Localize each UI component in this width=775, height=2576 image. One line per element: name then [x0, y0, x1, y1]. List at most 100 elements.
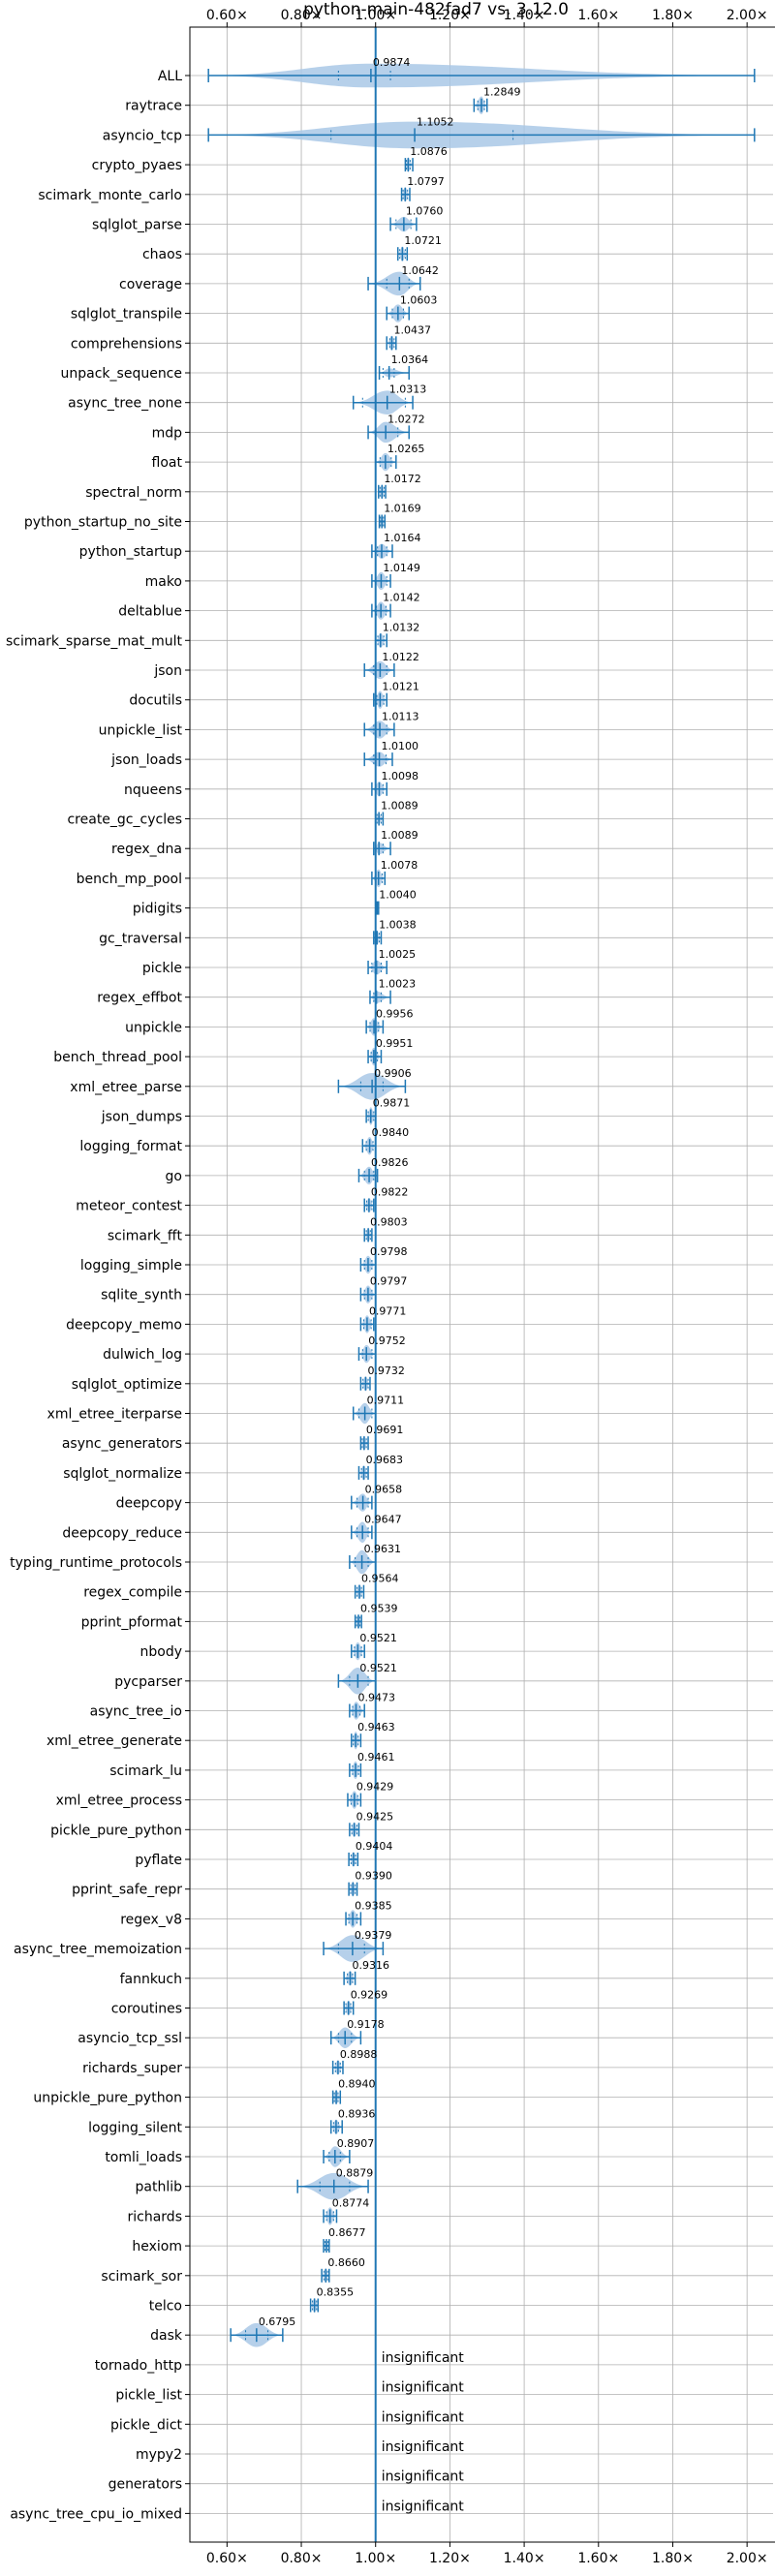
value-label: 0.9951: [376, 1037, 414, 1050]
value-label: 1.0089: [381, 800, 418, 813]
category-label: mako: [145, 574, 182, 590]
value-label: 0.9390: [355, 1870, 392, 1883]
category-label: dask: [150, 2328, 183, 2344]
labels-layer: 0.9874 1.2849 1.1052 1.0876 1.0797 1.0760 1.07…: [259, 56, 521, 2514]
value-label: 1.0313: [389, 383, 427, 396]
value-label: 0.9564: [361, 1573, 399, 1585]
value-label: 0.8879: [336, 2167, 374, 2180]
value-label: 0.9521: [359, 1662, 397, 1674]
value-label: 0.8774: [332, 2196, 370, 2209]
x-tick-label-bottom: 0.60×: [206, 2551, 248, 2566]
category-label: asyncio_tcp: [103, 128, 182, 143]
x-tick-label-top: 1.60×: [577, 8, 619, 23]
value-label: 0.6795: [259, 2315, 296, 2328]
value-label: 0.9404: [356, 1840, 393, 1853]
value-label: 0.8677: [328, 2226, 366, 2239]
category-label: python_startup: [79, 544, 182, 560]
category-label: fannkuch: [120, 1972, 182, 1987]
category-label: coroutines: [111, 2002, 182, 2017]
category-label: pickle_pure_python: [50, 1823, 182, 1838]
category-label: scimark_fft: [108, 1228, 183, 1243]
value-label: 1.0760: [406, 205, 444, 218]
value-label: 0.8660: [327, 2256, 365, 2269]
insignificant-label: insignificant: [382, 2380, 465, 2396]
category-label: pickle_dict: [110, 2417, 183, 2433]
category-label: nqueens: [124, 782, 182, 798]
insignificant-label: insignificant: [382, 2409, 465, 2425]
category-label: go: [166, 1169, 182, 1184]
value-label: 0.8907: [337, 2137, 375, 2150]
category-label: tornado_http: [95, 2358, 182, 2374]
category-label: pickle: [142, 961, 182, 976]
category-label: richards_super: [82, 2061, 182, 2076]
category-label: pycparser: [114, 1674, 182, 1690]
value-label: 0.9691: [366, 1424, 404, 1436]
category-label: xml_etree_process: [56, 1794, 182, 1809]
value-label: 1.0265: [388, 443, 425, 455]
x-tick-label-top: 1.40×: [504, 8, 545, 23]
value-label: 1.0437: [393, 323, 431, 336]
value-label: 1.0172: [384, 473, 421, 485]
value-label: 0.9425: [356, 1810, 394, 1823]
value-label: 0.9874: [373, 56, 411, 69]
value-label: 0.9683: [366, 1454, 404, 1466]
category-label: comprehensions: [71, 336, 182, 352]
x-tick-label-bottom: 2.00×: [727, 2551, 768, 2566]
value-label: 1.0142: [383, 592, 420, 604]
category-label: xml_etree_parse: [70, 1080, 182, 1095]
category-label: docutils: [129, 693, 182, 709]
value-label: 0.9379: [355, 1929, 392, 1942]
category-label: sqlite_synth: [101, 1288, 182, 1303]
category-label: pathlib: [136, 2180, 183, 2195]
value-label: 0.9539: [360, 1602, 398, 1614]
x-tick-label-bottom: 1.20×: [429, 2551, 471, 2566]
value-label: 0.9429: [356, 1781, 394, 1794]
value-label: 1.0149: [383, 562, 420, 574]
grid-layer: [190, 27, 773, 2542]
category-label: pprint_pformat: [81, 1614, 183, 1630]
category-label: mypy2: [136, 2447, 182, 2463]
value-label: 0.9473: [358, 1692, 396, 1704]
category-label: mdp: [152, 425, 183, 441]
category-label: scimark_monte_carlo: [38, 188, 182, 203]
value-label: 0.9906: [374, 1067, 412, 1080]
category-label: gc_traversal: [99, 931, 182, 946]
category-label: sqlglot_normalize: [63, 1466, 182, 1482]
category-label: regex_v8: [120, 1912, 182, 1927]
value-label: 1.0132: [383, 621, 420, 633]
category-label: regex_compile: [83, 1585, 182, 1601]
insignificant-label: insignificant: [382, 2499, 465, 2514]
category-label: spectral_norm: [85, 485, 182, 501]
category-label: tomli_loads: [105, 2150, 182, 2165]
category-label: sqlglot_transpile: [71, 307, 182, 322]
value-label: 0.9871: [373, 1097, 411, 1110]
value-label: 0.9658: [365, 1484, 403, 1496]
category-label: xml_etree_iterparse: [47, 1407, 182, 1423]
value-label: 0.9316: [352, 1959, 389, 1972]
category-label: deltablue: [118, 604, 182, 620]
value-label: 1.0113: [382, 710, 419, 722]
category-label: raytrace: [125, 99, 182, 114]
category-label: scimark_lu: [109, 1763, 182, 1779]
category-label: bench_mp_pool: [77, 872, 182, 887]
category-label: pidigits: [133, 902, 182, 917]
value-label: 0.9752: [368, 1334, 406, 1347]
value-label: 0.9822: [371, 1186, 409, 1199]
value-label: 1.0797: [407, 175, 445, 188]
category-label: deepcopy_reduce: [62, 1525, 182, 1541]
insignificant-label: insignificant: [382, 2439, 465, 2455]
category-label: python_startup_no_site: [24, 515, 182, 531]
category-label: logging_format: [79, 1139, 182, 1154]
value-label: 1.1052: [417, 115, 454, 128]
value-label: 0.9461: [357, 1751, 395, 1763]
x-tick-label-bottom: 0.80×: [281, 2551, 323, 2566]
ticks-layer: 0.60× 0.60× 0.80× 0.80× 1.00× 1.00× 1.20× 1.20×…: [6, 8, 768, 2566]
category-label: json_loads: [110, 752, 182, 768]
plot-frame: [189, 26, 775, 2543]
value-label: 1.0121: [382, 681, 419, 693]
category-label: regex_effbot: [97, 991, 182, 1006]
category-label: deepcopy: [116, 1496, 182, 1512]
category-label: create_gc_cycles: [67, 813, 182, 828]
category-label: unpickle_pure_python: [33, 2091, 182, 2106]
